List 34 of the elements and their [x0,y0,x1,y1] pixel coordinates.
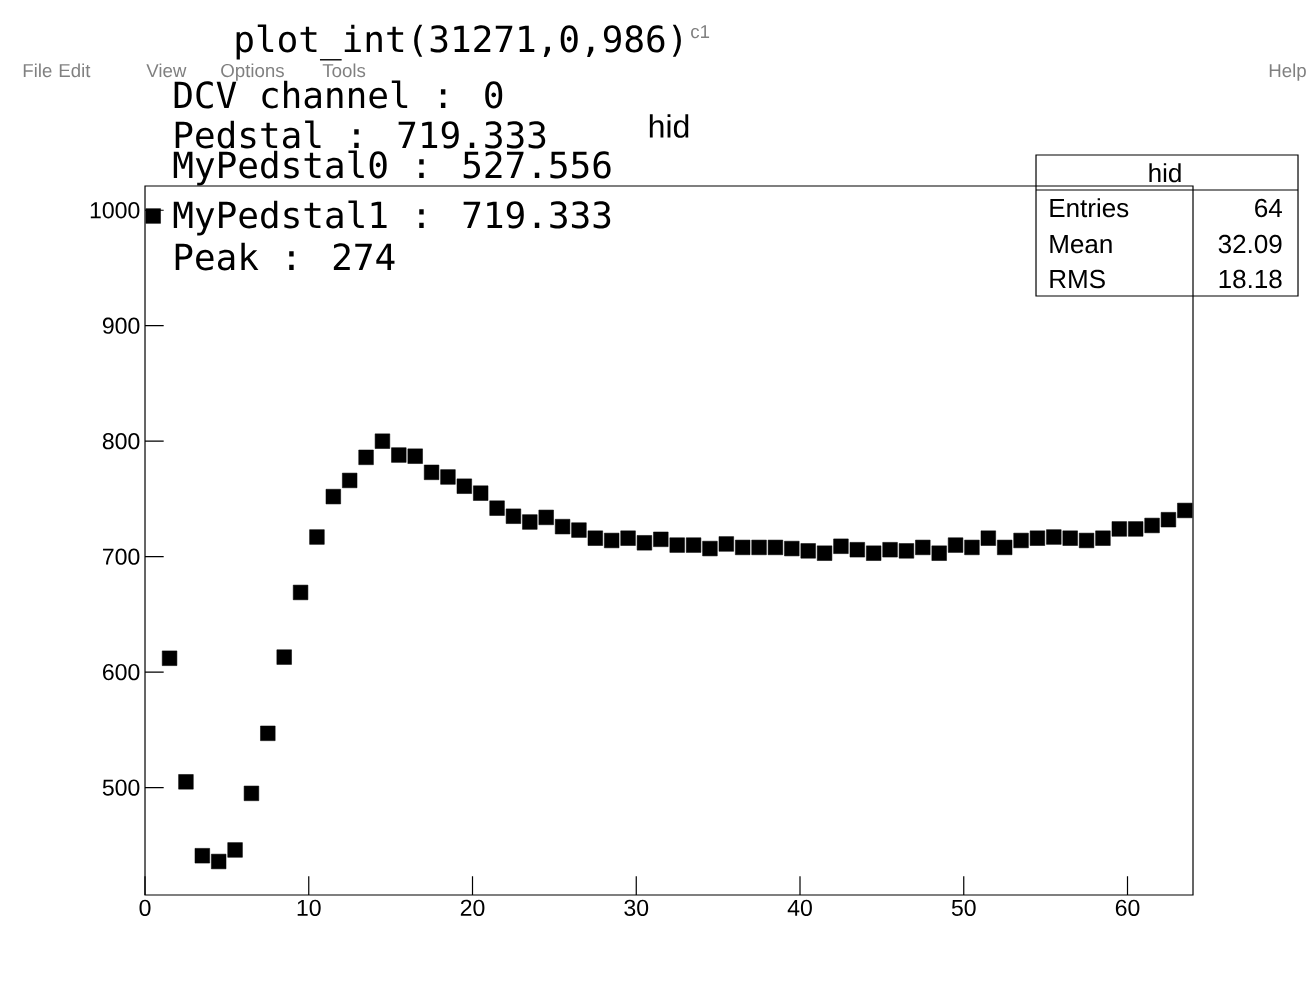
text: View [146,63,187,78]
annotation: Mean [1050,235,1112,254]
y-tick-label: 500 [102,779,140,796]
y-tick-label: 900 [102,317,140,334]
text: Tools [322,63,366,78]
text: DCV channel : 0 [174,80,503,109]
annotation: MyPedstal1 : 719.333 [173,200,611,236]
text: 18.18 [1219,269,1282,289]
text: hid [1149,163,1181,183]
text: plot_int(31271,0,986) [236,24,681,61]
chart-title: hid [649,114,689,138]
annotation: Entries [1050,198,1129,218]
text: File [23,63,52,78]
annotation: RMS [1050,269,1105,289]
text: 32.09 [1218,234,1282,254]
text: Options [221,63,284,81]
text: Edit [59,63,91,78]
x-tick-label: 10 [297,899,321,917]
x-tick-label: 30 [624,899,649,917]
y-tick-label: 1000 [90,202,140,219]
text: Pedstal : 719.333 [175,120,546,149]
y-tick-label: 600 [103,663,140,681]
x-tick-label: 60 [1115,899,1140,917]
x-tick-label: 50 [951,899,976,917]
text: c1 [691,25,710,39]
x-tick-label: 40 [787,899,812,917]
text: MyPedstal0 : 527.556 [173,150,611,186]
x-tick-label: 0 [139,899,151,917]
x-tick-label: 20 [460,899,485,917]
text: 64 [1255,198,1282,218]
y-tick-label: 800 [102,433,140,450]
text: Help [1269,63,1306,81]
y-tick-label: 700 [103,548,140,565]
annotation: Peak : 274 [175,242,395,271]
